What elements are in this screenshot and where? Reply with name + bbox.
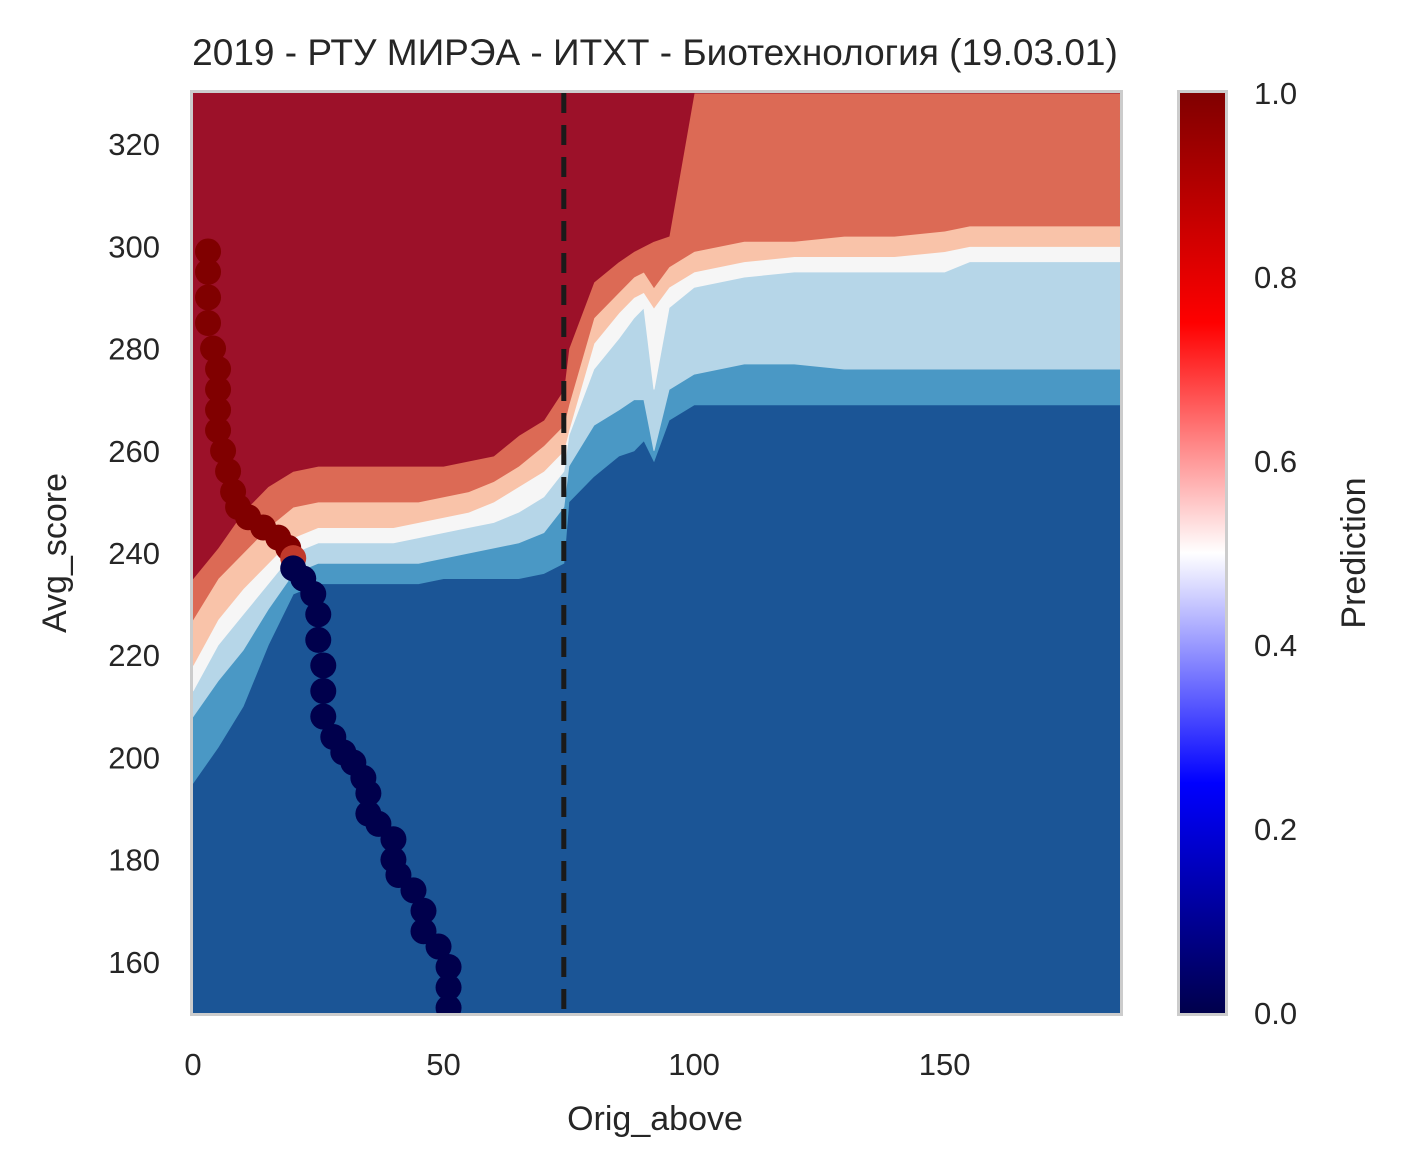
colorbar-tick-label: 0.4 [1254, 628, 1297, 663]
scatter-point-40 [435, 954, 462, 980]
scatter-point-5 [205, 356, 232, 382]
y-axis-label: Avg_score [36, 473, 74, 633]
scatter-point-21 [305, 601, 332, 628]
y-tick-label: 180 [108, 843, 160, 878]
colorbar-tick-label: 0.8 [1254, 260, 1297, 295]
scatter-point-33 [380, 826, 407, 853]
colorbar-tick-label: 0.0 [1254, 996, 1297, 1031]
plot-area [193, 93, 1120, 1013]
scatter-point-9 [210, 437, 237, 464]
scatter-point-8 [205, 417, 232, 444]
x-tick-label: 150 [919, 1047, 971, 1082]
scatter-point-7 [205, 396, 232, 423]
scatter-point-2 [195, 284, 222, 311]
scatter-point-10 [215, 458, 242, 485]
scatter-point-39 [425, 933, 452, 960]
colorbar-tick-label: 0.2 [1254, 812, 1297, 847]
x-axis: 0 50 100 150 [184, 1047, 970, 1082]
scatter-point-22 [305, 626, 332, 653]
scatter-point-41 [435, 974, 462, 1001]
scatter-point-3 [195, 310, 222, 336]
colorbar-frame [1177, 90, 1228, 1016]
scatter-point-1 [195, 258, 222, 285]
scatter-point-42 [435, 994, 462, 1013]
plot-frame [190, 90, 1123, 1016]
y-tick-label: 160 [108, 945, 160, 980]
scatter-point-6 [205, 376, 232, 403]
y-tick-label: 260 [108, 434, 160, 469]
scatter-point-30 [355, 780, 382, 807]
y-tick-label: 300 [108, 229, 160, 264]
colorbar: 0.0 0.2 0.4 0.6 0.8 1.0 Prediction [1177, 76, 1373, 1031]
x-tick-label: 100 [668, 1047, 720, 1082]
contour-level-6 [193, 93, 1120, 580]
y-tick-label: 280 [108, 332, 160, 367]
y-tick-label: 320 [108, 127, 160, 162]
y-axis: 160 180 200 220 240 260 280 300 320 [108, 127, 160, 980]
scatter-points [195, 238, 462, 1013]
scatter-point-36 [400, 877, 427, 904]
y-tick-label: 200 [108, 740, 160, 775]
scatter-point-24 [310, 678, 337, 704]
scatter-point-23 [310, 652, 337, 679]
x-axis-label: Orig_above [567, 1100, 743, 1138]
scatter-point-25 [310, 703, 337, 730]
colorbar-tick-label: 0.6 [1254, 444, 1297, 479]
colorbar-gradient [1180, 93, 1225, 1013]
x-tick-label: 0 [184, 1047, 201, 1082]
y-tick-label: 240 [108, 536, 160, 571]
contour-fills [193, 93, 1120, 1013]
colorbar-label: Prediction [1335, 477, 1373, 628]
scatter-point-4 [200, 335, 227, 362]
scatter-point-0 [195, 238, 222, 265]
x-tick-label: 50 [426, 1047, 460, 1082]
colorbar-ticks: 0.0 0.2 0.4 0.6 0.8 1.0 [1254, 76, 1297, 1031]
colorbar-tick-label: 1.0 [1254, 76, 1297, 111]
scatter-point-20 [300, 580, 327, 607]
scatter-point-37 [410, 897, 437, 924]
chart-title: 2019 - РТУ МИРЭА - ИТХТ - Биотехнология … [192, 32, 1118, 73]
y-tick-label: 220 [108, 638, 160, 673]
